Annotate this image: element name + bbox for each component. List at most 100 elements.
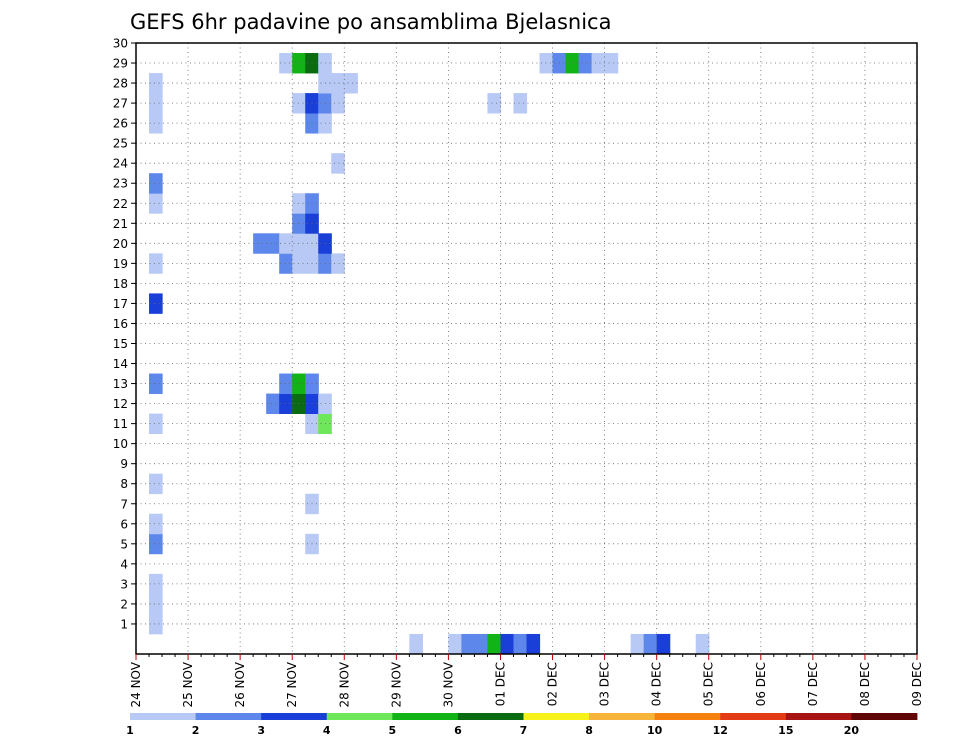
legend-label: 4	[323, 724, 331, 737]
legend-swatch	[130, 713, 196, 720]
y-tick-label: 2	[120, 597, 128, 611]
heatmap-cell	[149, 413, 163, 435]
heatmap-cell	[149, 253, 163, 274]
y-tick-label: 16	[113, 317, 128, 331]
y-tick-label: 11	[113, 417, 128, 431]
heatmap-cell	[292, 93, 306, 114]
heatmap-cell	[149, 113, 163, 134]
x-tick-label: 05 DEC	[702, 662, 716, 706]
y-tick-label: 21	[113, 217, 128, 231]
heatmap-cell	[149, 173, 163, 194]
heatmap-cell	[565, 53, 580, 74]
y-axis: 1234567891011121314151617181920212223242…	[113, 37, 136, 631]
y-tick-label: 27	[113, 97, 128, 111]
y-tick-label: 1	[120, 617, 128, 631]
heatmap-cell	[149, 373, 163, 394]
heatmap-cells	[149, 53, 710, 655]
heatmap-cell	[487, 93, 502, 114]
y-tick-label: 26	[113, 117, 128, 131]
y-tick-label: 20	[113, 237, 128, 251]
heatmap-cell	[279, 233, 293, 254]
heatmap-cell	[409, 633, 423, 655]
y-tick-label: 29	[113, 57, 128, 71]
heatmap-cell	[344, 73, 358, 94]
legend-swatch	[392, 713, 459, 720]
heatmap-cell	[149, 473, 163, 495]
x-axis: 24 NOV 25 NOV 26 NOV 27 NOV 28 NOV 29 NOV 30 N…	[129, 654, 924, 708]
y-tick-label: 24	[113, 157, 128, 171]
heatmap-cell	[292, 373, 306, 394]
x-tick-label: 29 NOV	[389, 661, 403, 707]
heatmap-cell	[149, 573, 163, 595]
heatmap-cell	[695, 633, 710, 655]
legend-label: 12	[713, 724, 728, 737]
y-tick-label: 5	[120, 537, 128, 551]
heatmap-cell	[292, 393, 306, 414]
heatmap-cell	[331, 93, 345, 114]
heatmap-cell	[292, 253, 306, 274]
y-tick-label: 17	[113, 297, 128, 311]
heatmap-cell	[149, 593, 163, 615]
x-tick-label: 24 NOV	[129, 661, 143, 707]
legend-label: 10	[647, 724, 663, 737]
legend-swatch	[720, 713, 787, 720]
heatmap-cell	[578, 53, 593, 74]
legend-swatch	[785, 713, 852, 720]
legend-swatch	[261, 713, 328, 720]
legend-label: 8	[585, 724, 593, 737]
heatmap-cell	[526, 633, 541, 655]
heatmap-cell	[513, 93, 528, 114]
heatmap-cell	[266, 233, 280, 254]
legend-label: 15	[778, 724, 793, 737]
y-tick-label: 28	[113, 77, 128, 91]
heatmap-cell	[331, 73, 345, 94]
heatmap-cell	[253, 233, 267, 254]
heatmap-cell	[591, 53, 606, 74]
legend-label: 1	[126, 724, 134, 737]
legend-label: 7	[520, 724, 528, 737]
legend-label: 3	[257, 724, 265, 737]
y-tick-label: 25	[113, 137, 128, 151]
y-tick-label: 7	[120, 497, 128, 511]
heatmap-cell	[292, 233, 306, 254]
y-tick-label: 23	[113, 177, 128, 191]
x-tick-label: 26 NOV	[233, 661, 247, 707]
heatmap-cell	[630, 633, 645, 655]
x-tick-label: 01 DEC	[493, 662, 507, 706]
heatmap-cell	[513, 633, 528, 655]
x-tick-label: 08 DEC	[858, 662, 872, 706]
heatmap-cell	[149, 293, 163, 314]
y-tick-label: 14	[113, 357, 128, 371]
x-tick-label: 02 DEC	[546, 662, 560, 706]
legend-swatch	[654, 713, 721, 720]
legend-swatch	[195, 713, 262, 720]
heatmap-cell	[487, 633, 502, 655]
heatmap-cell	[292, 213, 306, 234]
heatmap-cell	[279, 373, 293, 394]
legend-label: 5	[389, 724, 397, 737]
heatmap-cell	[149, 533, 163, 555]
y-tick-label: 19	[113, 257, 128, 271]
legend-swatch	[326, 713, 393, 720]
heatmap-cell	[292, 53, 306, 74]
heatmap-cell	[656, 633, 671, 655]
heatmap-cell	[604, 53, 619, 74]
heatmap-cell	[279, 253, 293, 274]
heatmap-cell	[149, 73, 163, 94]
y-tick-label: 4	[120, 557, 128, 571]
legend-swatch	[589, 713, 656, 720]
x-tick-label: 07 DEC	[806, 662, 820, 706]
heatmap-cell	[266, 393, 280, 414]
heatmap-cell	[643, 633, 658, 655]
x-tick-label: 04 DEC	[650, 662, 664, 706]
heatmap-cell	[448, 633, 463, 655]
y-tick-label: 18	[113, 277, 128, 291]
heatmap-cell	[149, 513, 163, 535]
legend-swatch	[523, 713, 590, 720]
heatmap-cell	[331, 153, 345, 174]
legend-swatch	[851, 713, 918, 720]
y-tick-label: 3	[120, 577, 128, 591]
heatmap-cell	[149, 193, 163, 214]
heatmap-cell	[149, 613, 163, 635]
